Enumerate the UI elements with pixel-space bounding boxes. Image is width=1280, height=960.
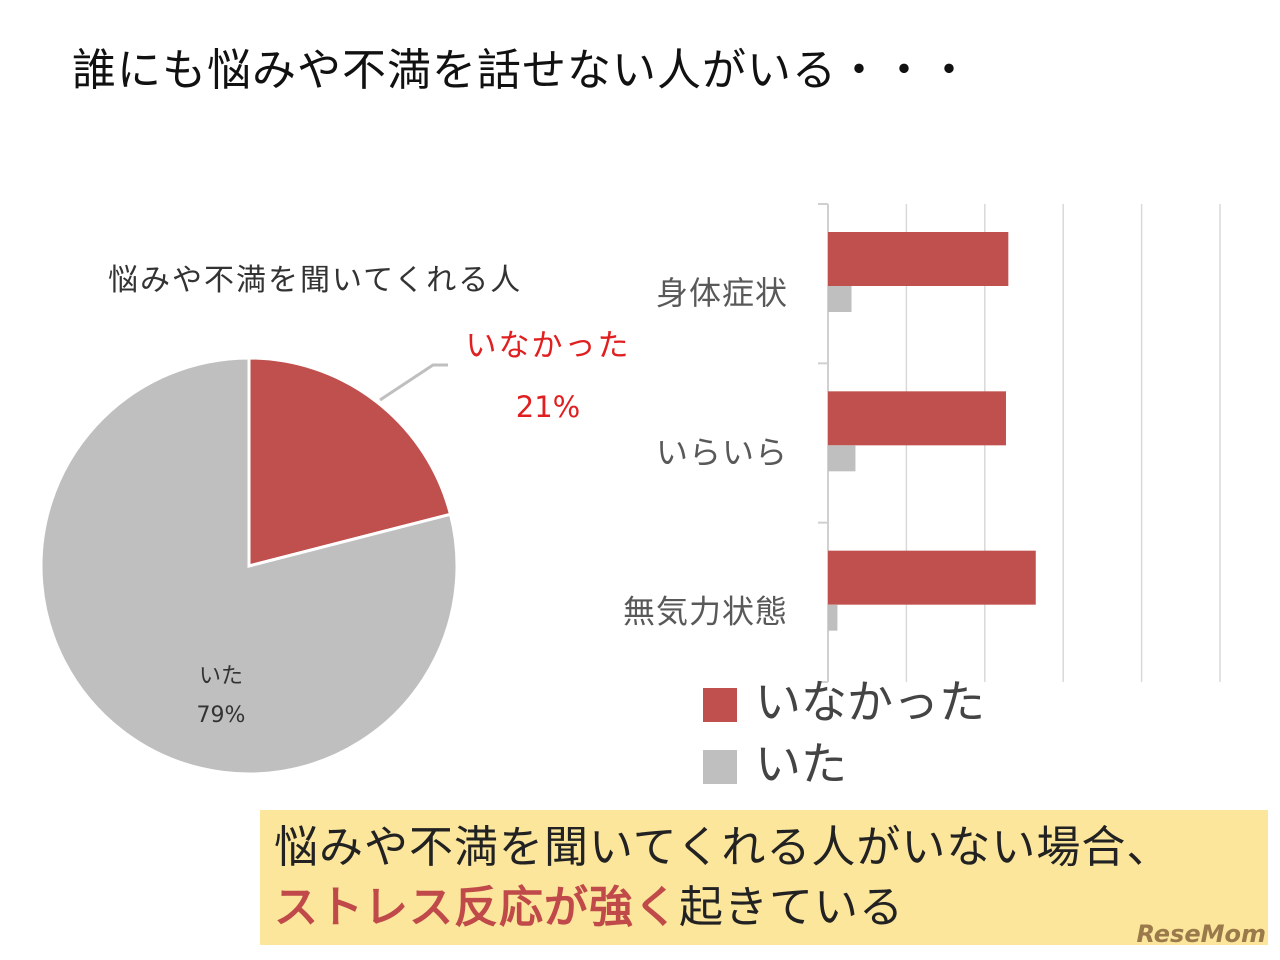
bar-yes-2 bbox=[828, 604, 838, 631]
pie-slice-0 bbox=[247, 356, 453, 568]
pie-chart-title: 悩みや不満を聞いてくれる人 bbox=[108, 263, 523, 298]
pie-label-name: いた bbox=[199, 664, 243, 689]
pie-label-name: いなかった bbox=[466, 328, 631, 364]
resemom-logo: ReseMom bbox=[1136, 920, 1266, 948]
legend-swatch-red bbox=[703, 688, 737, 722]
bar-none-2 bbox=[828, 550, 1036, 605]
legend-swatch-gray bbox=[703, 750, 737, 784]
takeaway-emphasis: ストレス反応が強く bbox=[274, 882, 679, 933]
bar-none-1 bbox=[828, 391, 1006, 446]
takeaway-rest: 起きている bbox=[679, 882, 904, 933]
legend-item-yes: いた bbox=[703, 730, 985, 792]
bar-category-label: いらいら bbox=[656, 433, 788, 471]
bar-yes-1 bbox=[828, 445, 856, 472]
pie-leader-line bbox=[379, 363, 448, 402]
legend-label: いなかった bbox=[755, 675, 985, 729]
takeaway-line-1: 悩みや不満を聞いてくれる人がいない場合、 bbox=[274, 822, 1172, 873]
takeaway-line-2: ストレス反応が強く起きている bbox=[274, 878, 1254, 938]
legend-item-none: いなかった bbox=[703, 668, 985, 730]
pie-slice-1 bbox=[39, 356, 459, 776]
bar-chart-legend: いなかった いた bbox=[703, 668, 985, 792]
pie-label-value: 21% bbox=[516, 390, 580, 424]
bar-yes-0 bbox=[828, 286, 852, 312]
pie-label-value: 79% bbox=[197, 703, 246, 728]
bar-none-0 bbox=[828, 232, 1009, 286]
bar-category-label: 身体症状 bbox=[656, 274, 788, 312]
pie-chart: いなかった 21% いた 79% bbox=[39, 328, 631, 776]
slide-title: 誰にも悩みや不満を話せない人がいる・・・ bbox=[72, 45, 972, 96]
bar-category-label: 無気力状態 bbox=[623, 593, 788, 631]
legend-label: いた bbox=[755, 737, 847, 791]
takeaway-box: 悩みや不満を聞いてくれる人がいない場合、 ストレス反応が強く起きている bbox=[260, 810, 1268, 945]
